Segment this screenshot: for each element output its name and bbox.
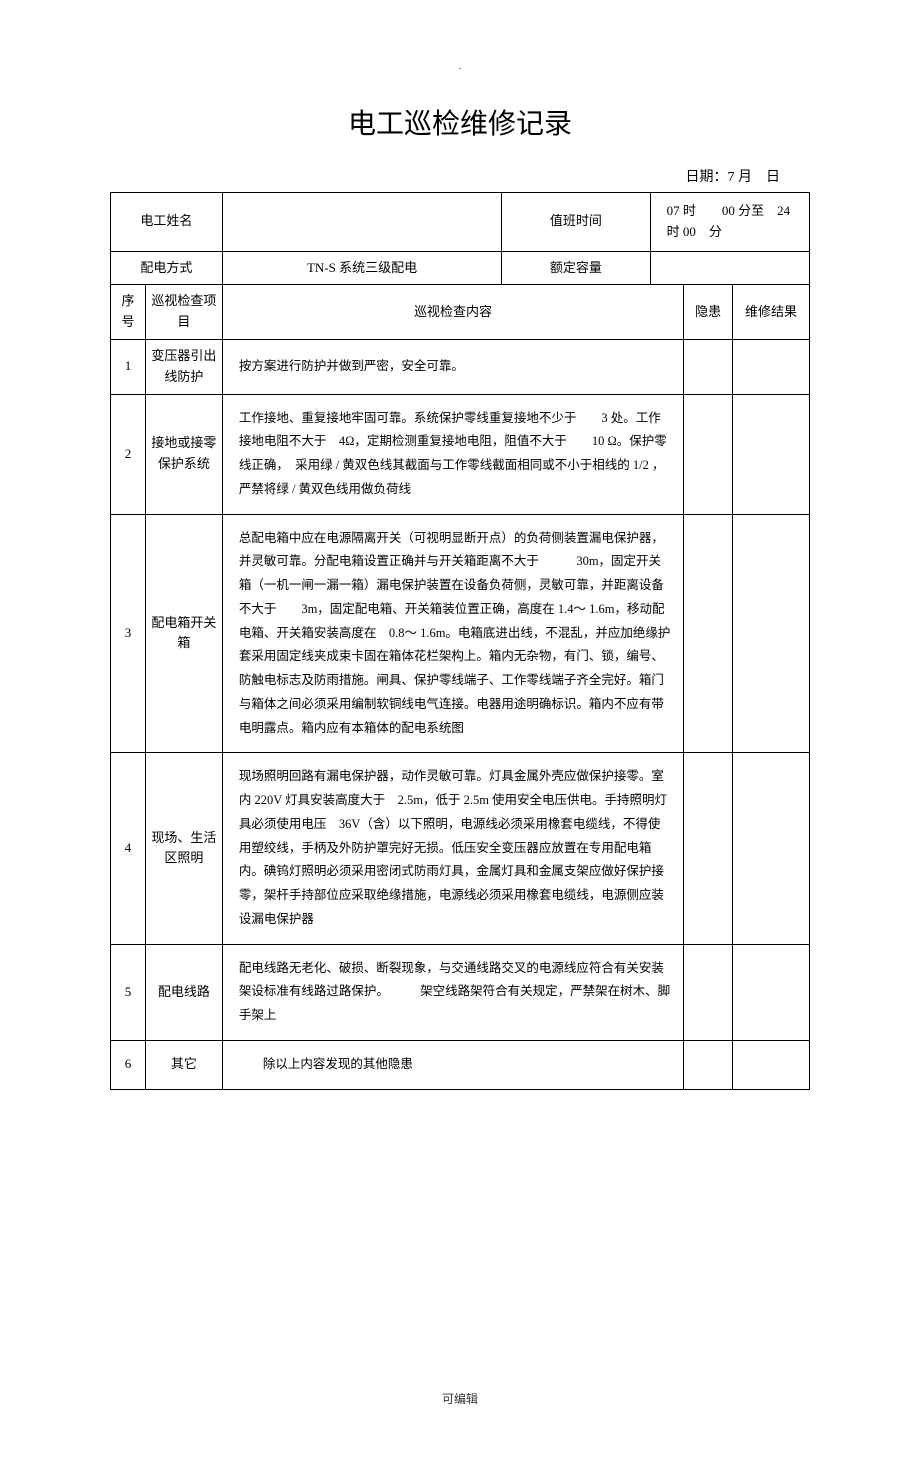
inspection-table: 电工姓名 值班时间 07 时 00 分至 24 时 00 分 配电方式 TN-S… [110,192,810,1090]
hazard-cell [684,1040,733,1089]
item-cell: 现场、生活区照明 [145,753,222,944]
col-content: 巡视检查内容 [222,285,683,340]
content-cell: 工作接地、重复接地牢固可靠。系统保护零线重复接地不少于 3 处。工作接地电阻不大… [222,394,683,514]
table-row: 5 配电线路 配电线路无老化、破损、断裂现象，与交通线路交叉的电源线应符合有关安… [111,944,810,1040]
hazard-cell [684,753,733,944]
result-cell [733,944,810,1040]
content-cell: 配电线路无老化、破损、断裂现象，与交通线路交叉的电源线应符合有关安装架设标准有线… [222,944,683,1040]
content-cell: 总配电箱中应在电源隔离开关（可视明显断开点）的负荷侧装置漏电保护器，并灵敏可靠。… [222,514,683,753]
content-cell: 除以上内容发现的其他隐患 [222,1040,683,1089]
capacity-value [650,251,809,285]
page-dot-mark: . [110,60,810,72]
seq-cell: 6 [111,1040,146,1089]
footer-text: 可编辑 [110,1390,810,1407]
col-hazard: 隐患 [684,285,733,340]
date-prefix: 日期： [686,170,728,185]
seq-cell: 4 [111,753,146,944]
result-cell [733,514,810,753]
name-label: 电工姓名 [111,193,223,252]
duty-value: 07 时 00 分至 24 时 00 分 [650,193,809,252]
item-cell: 配电线路 [145,944,222,1040]
capacity-label: 额定容量 [502,251,650,285]
hazard-cell [684,394,733,514]
name-value [222,193,501,252]
seq-cell: 1 [111,339,146,394]
seq-cell: 2 [111,394,146,514]
table-row: 3 配电箱开关箱 总配电箱中应在电源隔离开关（可视明显断开点）的负荷侧装置漏电保… [111,514,810,753]
item-cell: 变压器引出线防护 [145,339,222,394]
col-result: 维修结果 [733,285,810,340]
result-cell [733,339,810,394]
result-cell [733,753,810,944]
hazard-cell [684,514,733,753]
info-row-1: 电工姓名 值班时间 07 时 00 分至 24 时 00 分 [111,193,810,252]
page-title: 电工巡检维修记录 [110,102,810,142]
seq-cell: 3 [111,514,146,753]
col-seq: 序号 [111,285,146,340]
header-row: 序号 巡视检查项目 巡视检查内容 隐患 维修结果 [111,285,810,340]
date-value: 7 月 日 [728,170,781,185]
content-cell: 现场照明回路有漏电保护器，动作灵敏可靠。灯具金属外壳应做保护接零。室内 220V… [222,753,683,944]
table-row: 2 接地或接零 保护系统 工作接地、重复接地牢固可靠。系统保护零线重复接地不少于… [111,394,810,514]
result-cell [733,394,810,514]
date-row: 日期：7 月 日 [110,166,810,186]
item-cell: 其它 [145,1040,222,1089]
item-cell: 配电箱开关箱 [145,514,222,753]
method-label: 配电方式 [111,251,223,285]
col-item: 巡视检查项目 [145,285,222,340]
hazard-cell [684,339,733,394]
table-row: 6 其它 除以上内容发现的其他隐患 [111,1040,810,1089]
info-row-2: 配电方式 TN-S 系统三级配电 额定容量 [111,251,810,285]
duty-label: 值班时间 [502,193,650,252]
result-cell [733,1040,810,1089]
seq-cell: 5 [111,944,146,1040]
content-cell: 按方案进行防护并做到严密，安全可靠。 [222,339,683,394]
table-row: 4 现场、生活区照明 现场照明回路有漏电保护器，动作灵敏可靠。灯具金属外壳应做保… [111,753,810,944]
hazard-cell [684,944,733,1040]
table-row: 1 变压器引出线防护 按方案进行防护并做到严密，安全可靠。 [111,339,810,394]
item-cell: 接地或接零 保护系统 [145,394,222,514]
method-value: TN-S 系统三级配电 [222,251,501,285]
